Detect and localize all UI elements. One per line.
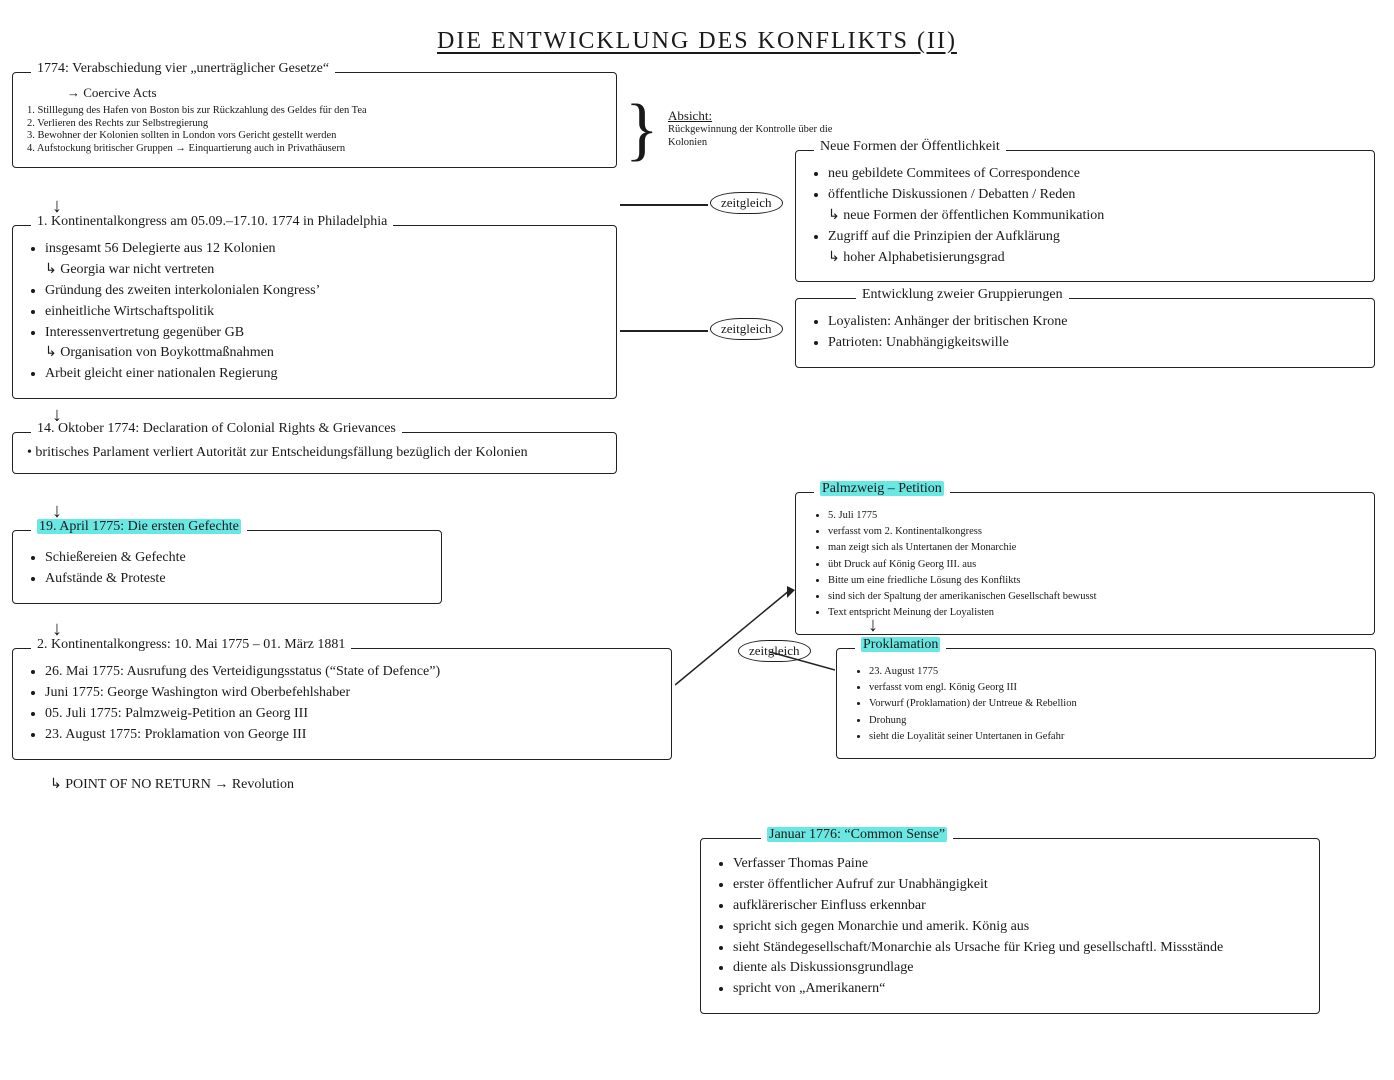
- brace-icon: }: [625, 95, 659, 165]
- declaration-line: britisches Parlament verliert Autorität …: [35, 445, 527, 460]
- list-item: öffentliche Diskussionen / Debatten / Re…: [828, 186, 1360, 205]
- box-gruppierungen: Entwicklung zweier Gruppierungen Loyalis…: [795, 298, 1375, 368]
- list-item: Vorwurf (Proklamation) der Untreue & Reb…: [869, 697, 1361, 711]
- list-item: spricht sich gegen Monarchie und amerik.…: [733, 918, 1305, 937]
- list-item: 05. Juli 1775: Palmzweig-Petition an Geo…: [45, 705, 657, 724]
- box-caption: 1774: Verabschiedung vier „unerträgliche…: [31, 61, 335, 77]
- absicht-title: Absicht:: [668, 108, 868, 124]
- list-item: übt Druck auf König Georg III. aus: [828, 558, 1360, 572]
- list-item: ↳ Georgia war nicht vertreten: [45, 261, 602, 280]
- box-kongress-2: 2. Kontinentalkongress: 10. Mai 1775 – 0…: [12, 648, 672, 760]
- box-proklamation: Proklamation 23. August 1775 verfasst vo…: [836, 648, 1376, 759]
- zeitgleich-badge: zeitgleich: [710, 192, 783, 214]
- arrow-down-icon: ↓: [868, 614, 878, 637]
- list-item: neu gebildete Commitees of Correspondenc…: [828, 165, 1360, 184]
- point-of-no-return: ↳ POINT OF NO RETURN → Revolution: [50, 776, 294, 793]
- highlight-text: Proklamation: [861, 637, 940, 652]
- box-oeffentlichkeit: Neue Formen der Öffentlichkeit neu gebil…: [795, 150, 1375, 282]
- list-item: Text entspricht Meinung der Loyalisten: [828, 606, 1360, 620]
- list-item: ↳ Organisation von Boykottmaßnahmen: [45, 344, 602, 363]
- box-caption: 19. April 1775: Die ersten Gefechte: [31, 519, 247, 535]
- box-caption: Palmzweig – Petition: [814, 481, 950, 497]
- box-gefechte: 19. April 1775: Die ersten Gefechte Schi…: [12, 530, 442, 604]
- box-kongress-1: 1. Kontinentalkongress am 05.09.–17.10. …: [12, 225, 617, 399]
- list-item: Gründung des zweiten interkolonialen Kon…: [45, 282, 602, 301]
- list-item: 23. August 1775: Proklamation von George…: [45, 726, 657, 745]
- page-title: DIE ENTWICKLUNG DES KONFLIKTS (II): [0, 28, 1394, 55]
- list-item: 1. Stilllegung des Hafen von Boston bis …: [27, 105, 602, 118]
- list-item: aufklärerischer Einfluss erkennbar: [733, 897, 1305, 916]
- list-item: Loyalisten: Anhänger der britischen Kron…: [828, 313, 1360, 332]
- list-item: verfasst vom engl. König Georg III: [869, 681, 1361, 695]
- list-item: Juni 1775: George Washington wird Oberbe…: [45, 684, 657, 703]
- list-item: Verfasser Thomas Paine: [733, 855, 1305, 874]
- list-item: Schießereien & Gefechte: [45, 549, 427, 568]
- list-item: 23. August 1775: [869, 665, 1361, 679]
- box-caption: 1. Kontinentalkongress am 05.09.–17.10. …: [31, 214, 393, 230]
- list-item: Aufstände & Proteste: [45, 570, 427, 589]
- box-caption: Neue Formen der Öffentlichkeit: [814, 139, 1006, 155]
- list-item: 4. Aufstockung britischer Gruppen → Einq…: [27, 143, 602, 156]
- list-item: insgesamt 56 Delegierte aus 12 Kolonien: [45, 240, 602, 259]
- list-item: erster öffentlicher Aufruf zur Unabhängi…: [733, 876, 1305, 895]
- list-item: Zugriff auf die Prinzipien der Aufklärun…: [828, 228, 1360, 247]
- list-item: Arbeit gleicht einer nationalen Regierun…: [45, 365, 602, 384]
- list-item: sind sich der Spaltung der amerikanische…: [828, 590, 1360, 604]
- list-item: 5. Juli 1775: [828, 509, 1360, 523]
- box-petition: Palmzweig – Petition 5. Juli 1775 verfas…: [795, 492, 1375, 635]
- zeitgleich-badge: zeitgleich: [710, 318, 783, 340]
- list-item: einheitliche Wirtschaftspolitik: [45, 303, 602, 322]
- box-common-sense: Januar 1776: “Common Sense” Verfasser Th…: [700, 838, 1320, 1014]
- list-item: sieht die Loyalität seiner Untertanen in…: [869, 730, 1361, 744]
- list-item: ↳ hoher Alphabetisierungsgrad: [828, 249, 1360, 268]
- connector-line: [620, 204, 708, 206]
- box-caption: Januar 1776: “Common Sense”: [761, 827, 953, 843]
- list-item: man zeigt sich als Untertanen der Monarc…: [828, 541, 1360, 555]
- list-item: 3. Bewohner der Kolonien sollten in Lond…: [27, 130, 602, 143]
- list-item: diente als Diskussionsgrundlage: [733, 959, 1305, 978]
- connector-line: [620, 330, 708, 332]
- list-item: sieht Ständegesellschaft/Monarchie als U…: [733, 939, 1305, 958]
- connector-lines: [675, 560, 835, 710]
- box-caption: 2. Kontinentalkongress: 10. Mai 1775 – 0…: [31, 637, 351, 653]
- highlight-text: 19. April 1775: Die ersten Gefechte: [37, 519, 241, 534]
- box-caption: 14. Oktober 1774: Declaration of Colonia…: [31, 421, 402, 437]
- box-caption: Entwicklung zweier Gruppierungen: [856, 287, 1069, 303]
- coercive-acts-subtitle: → Coercive Acts: [67, 85, 602, 101]
- list-item: Drohung: [869, 714, 1361, 728]
- list-item: 2. Verlieren des Rechts zur Selbstregier…: [27, 118, 602, 131]
- list-item: Interessenvertretung gegenüber GB: [45, 324, 602, 343]
- highlight-text: Palmzweig – Petition: [820, 481, 944, 496]
- list-item: ↳ neue Formen der öffentlichen Kommunika…: [828, 207, 1360, 226]
- list-item: 26. Mai 1775: Ausrufung des Verteidigung…: [45, 663, 657, 682]
- list-item: verfasst vom 2. Kontinentalkongress: [828, 525, 1360, 539]
- highlight-text: Januar 1776: “Common Sense”: [767, 827, 947, 842]
- box-caption: Proklamation: [855, 637, 946, 653]
- box-declaration: 14. Oktober 1774: Declaration of Colonia…: [12, 432, 617, 474]
- box-coercive-acts: 1774: Verabschiedung vier „unerträgliche…: [12, 72, 617, 168]
- list-item: Patrioten: Unabhängigkeitswille: [828, 334, 1360, 353]
- list-item: spricht von „Amerikanern“: [733, 980, 1305, 999]
- list-item: Bitte um eine friedliche Lösung des Konf…: [828, 574, 1360, 588]
